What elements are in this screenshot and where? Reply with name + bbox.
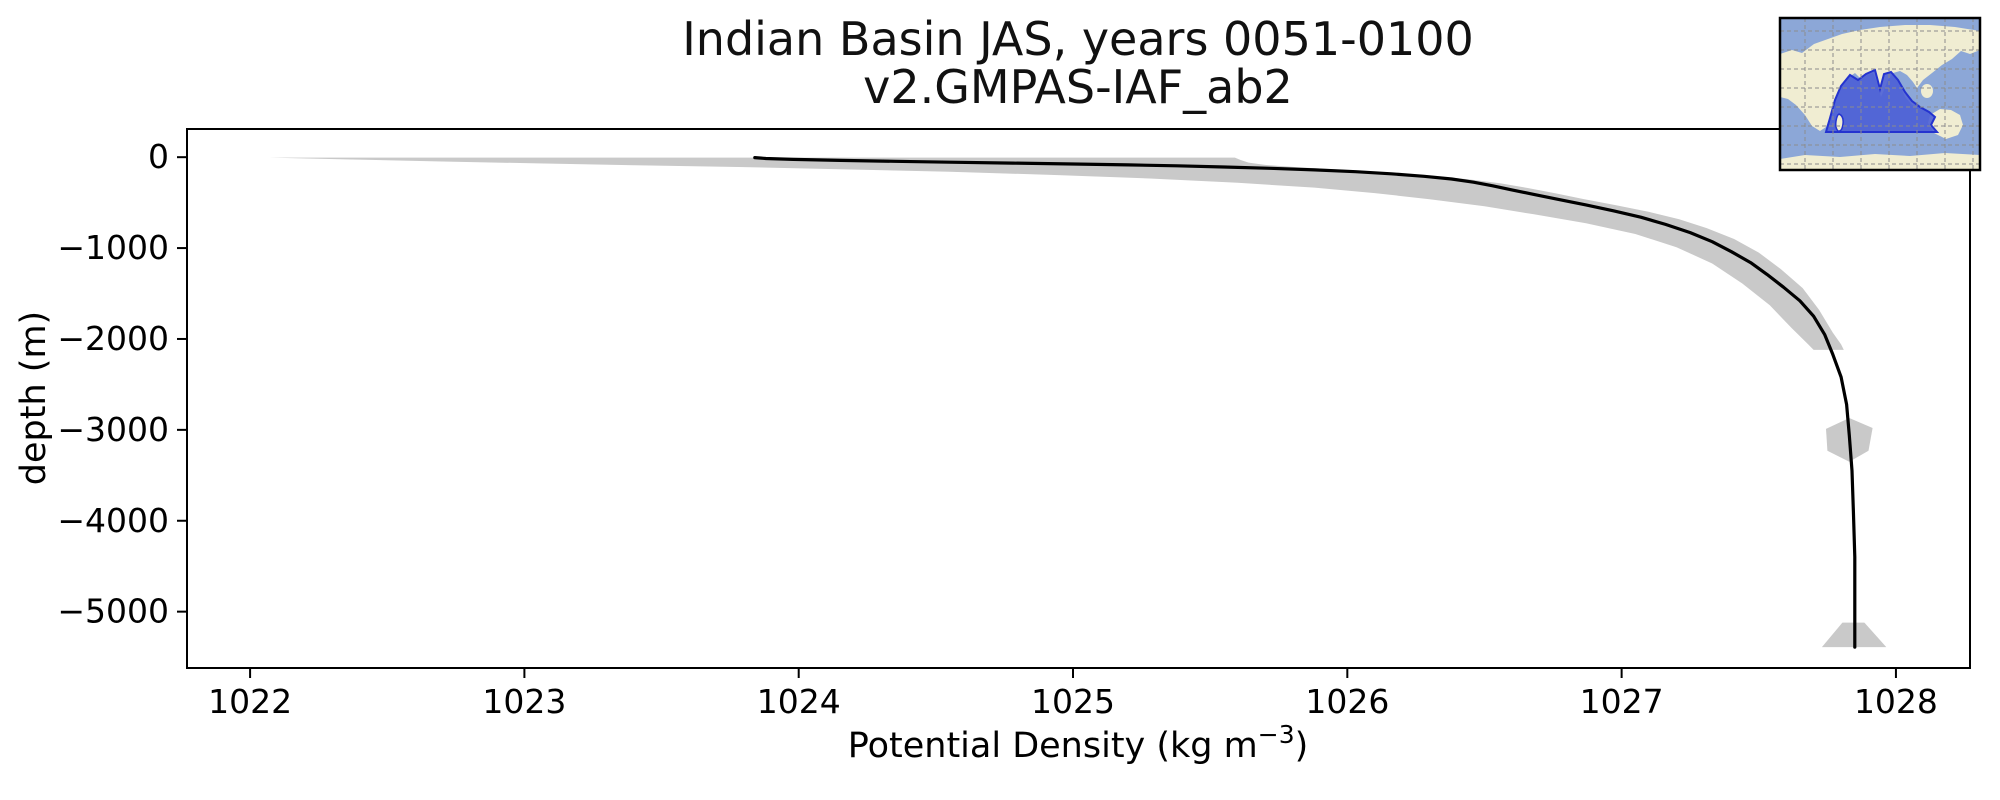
chart-subtitle: v2.GMPAS-IAF_ab2 <box>863 60 1293 114</box>
inset-gridlines <box>1780 18 1980 170</box>
inset-land-borneo <box>1921 84 1933 98</box>
x-tick-label: 1027 <box>1580 682 1664 721</box>
y-tick-label: −2000 <box>57 319 169 358</box>
y-tick-label: −1000 <box>57 228 169 267</box>
x-tick-label: 1028 <box>1854 682 1938 721</box>
y-tick-label: −5000 <box>57 592 169 631</box>
inset-land-antarctica <box>1780 153 1980 170</box>
inset-map <box>1778 16 1982 172</box>
inset-land-madagascar <box>1835 113 1844 132</box>
y-axis-ticks: 0 −1000 −2000 −3000 −4000 −5000 <box>57 137 187 631</box>
x-axis-ticks: 1022 1023 1024 1025 1026 1027 1028 <box>208 668 1938 721</box>
inset-basin-highlight <box>1824 68 1940 133</box>
x-tick-label: 1024 <box>757 682 841 721</box>
x-tick-label: 1022 <box>208 682 292 721</box>
chart-title: Indian Basin JAS, years 0051-0100 <box>682 12 1474 66</box>
y-tick-label: 0 <box>148 137 169 176</box>
x-axis-label: Potential Density (kg m−3) <box>848 720 1309 766</box>
inset-land-africa-eurasia <box>1780 25 1980 131</box>
x-tick-label: 1026 <box>1305 682 1389 721</box>
y-axis-label: depth (m) <box>14 311 54 485</box>
y-tick-label: −3000 <box>57 410 169 449</box>
axes-spines <box>186 128 1971 669</box>
x-tick-label: 1023 <box>482 682 566 721</box>
y-tick-label: −4000 <box>57 501 169 540</box>
inset-border <box>1778 16 1982 172</box>
mean-profile-line <box>753 156 1857 649</box>
x-tick-label: 1025 <box>1031 682 1115 721</box>
plot-area <box>187 129 1970 668</box>
